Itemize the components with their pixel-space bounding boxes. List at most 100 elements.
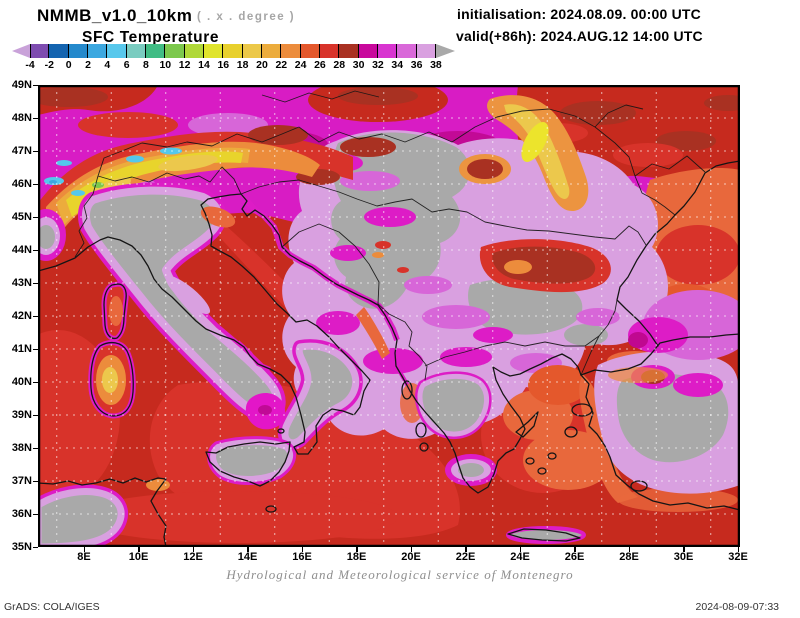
colorbar-cell xyxy=(165,44,185,58)
map-border xyxy=(38,85,740,547)
colorbar-cell xyxy=(87,44,108,58)
colorbar xyxy=(30,44,436,58)
model-title: NMMB_v1.0_10km xyxy=(37,6,193,25)
lon-axis-tick xyxy=(83,547,85,552)
lon-axis-tick xyxy=(410,547,412,552)
colorbar-tick-label: -2 xyxy=(44,59,54,71)
lat-axis-label: 48N xyxy=(11,112,32,124)
lat-axis-tick xyxy=(33,546,38,548)
lon-axis-tick xyxy=(301,547,303,552)
lat-axis-label: 41N xyxy=(11,343,32,355)
lat-axis-tick xyxy=(33,513,38,515)
lon-axis-label: 18E xyxy=(346,551,367,563)
lat-axis-label: 47N xyxy=(11,145,32,157)
lat-axis-label: 40N xyxy=(11,376,32,388)
colorbar-tick-label: 38 xyxy=(430,59,442,71)
lat-axis-tick xyxy=(33,117,38,119)
service-credit: Hydrological and Meteorological service … xyxy=(226,567,574,582)
colorbar-tick-label: 22 xyxy=(275,59,288,71)
colorbar-tick-label: 2 xyxy=(85,59,91,71)
lat-axis-label: 46N xyxy=(11,178,32,190)
lon-axis-tick xyxy=(574,547,576,552)
field-title: SFC Temperature xyxy=(82,29,220,46)
lon-axis-label: 26E xyxy=(564,551,585,563)
lat-axis-label: 35N xyxy=(11,541,32,553)
lon-axis-label: 32E xyxy=(728,551,748,563)
lon-axis-label: 22E xyxy=(455,551,476,563)
colorbar-cell xyxy=(319,44,340,58)
lat-axis-label: 45N xyxy=(11,211,32,223)
lat-axis-label: 36N xyxy=(11,508,32,520)
colorbar-tick-label: 30 xyxy=(352,59,365,71)
lon-axis-label: 14E xyxy=(237,551,258,563)
colorbar-tick-label: -4 xyxy=(25,59,35,71)
lon-axis-tick xyxy=(737,547,739,552)
valid-line: valid(+86h): 2024.AUG.12 14:00 UTC xyxy=(456,28,703,44)
lon-axis-tick xyxy=(519,547,521,552)
lon-axis-tick xyxy=(465,547,467,552)
colorbar-cell xyxy=(281,44,301,58)
lon-axis-tick xyxy=(138,547,140,552)
colorbar-cell xyxy=(358,44,378,58)
lat-axis-tick xyxy=(33,447,38,449)
lon-axis-label: 16E xyxy=(292,551,312,563)
lon-axis-label: 20E xyxy=(401,551,421,563)
colorbar-tick-label: 28 xyxy=(333,59,346,71)
lat-axis-tick xyxy=(33,84,38,86)
model-grid-note: ( . x . degree ) xyxy=(197,11,296,23)
lon-axis-label: 8E xyxy=(77,551,91,563)
colorbar-cell xyxy=(242,44,262,58)
colorbar-tick-label: 0 xyxy=(65,59,72,71)
colorbar-cell xyxy=(339,44,359,58)
lat-axis-label: 38N xyxy=(11,442,32,454)
colorbar-tick-label: 8 xyxy=(143,59,149,71)
grads-credit: GrADS: COLA/IGES xyxy=(4,601,100,613)
lat-axis-tick xyxy=(33,381,38,383)
lon-axis-label: 30E xyxy=(673,551,694,563)
lon-axis-tick xyxy=(247,547,249,552)
lat-axis-tick xyxy=(33,150,38,152)
creation-timestamp: 2024-08-09-07:33 xyxy=(695,601,779,613)
lat-axis-label: 37N xyxy=(11,475,32,487)
lat-axis-label: 42N xyxy=(11,310,32,322)
lat-axis-tick xyxy=(33,282,38,284)
lat-axis-label: 43N xyxy=(11,277,32,289)
colorbar-cell xyxy=(377,44,398,58)
lat-axis-label: 44N xyxy=(11,244,32,256)
colorbar-tick-label: 34 xyxy=(391,59,404,71)
lat-axis-label: 49N xyxy=(11,79,32,91)
lon-axis-label: 28E xyxy=(619,551,639,563)
lon-axis-tick xyxy=(356,547,358,552)
colorbar-cell xyxy=(107,44,127,58)
colorbar-cell xyxy=(184,44,204,58)
colorbar-tick-label: 26 xyxy=(314,59,326,71)
gridlines-layer xyxy=(38,85,740,547)
colorbar-below-arrow xyxy=(12,44,30,58)
lat-axis-label: 39N xyxy=(11,409,32,421)
lat-axis-tick xyxy=(33,315,38,317)
lat-axis-tick xyxy=(33,249,38,251)
colorbar-tick-label: 14 xyxy=(198,59,210,71)
lon-axis-tick xyxy=(192,547,194,552)
colorbar-cell xyxy=(261,44,282,58)
lat-axis-tick xyxy=(33,480,38,482)
temperature-map xyxy=(38,85,740,547)
colorbar-tick-label: 20 xyxy=(256,59,268,71)
colorbar-cell xyxy=(223,44,243,58)
lon-axis-label: 12E xyxy=(183,551,203,563)
colorbar-cell xyxy=(145,44,166,58)
colorbar-tick-label: 32 xyxy=(372,59,384,71)
colorbar-tick-label: 6 xyxy=(123,59,130,71)
lat-axis-tick xyxy=(33,216,38,218)
colorbar-cell xyxy=(30,44,50,58)
map-frame xyxy=(38,85,740,547)
colorbar-tick-label: 4 xyxy=(104,59,111,71)
colorbar-cell xyxy=(416,44,436,58)
lon-axis-tick xyxy=(628,547,630,552)
colorbar-tick-label: 12 xyxy=(178,59,191,71)
lat-axis-tick xyxy=(33,348,38,350)
lat-axis-tick xyxy=(33,414,38,416)
initialisation-line: initialisation: 2024.08.09. 00:00 UTC xyxy=(457,6,701,22)
lon-axis-tick xyxy=(683,547,685,552)
